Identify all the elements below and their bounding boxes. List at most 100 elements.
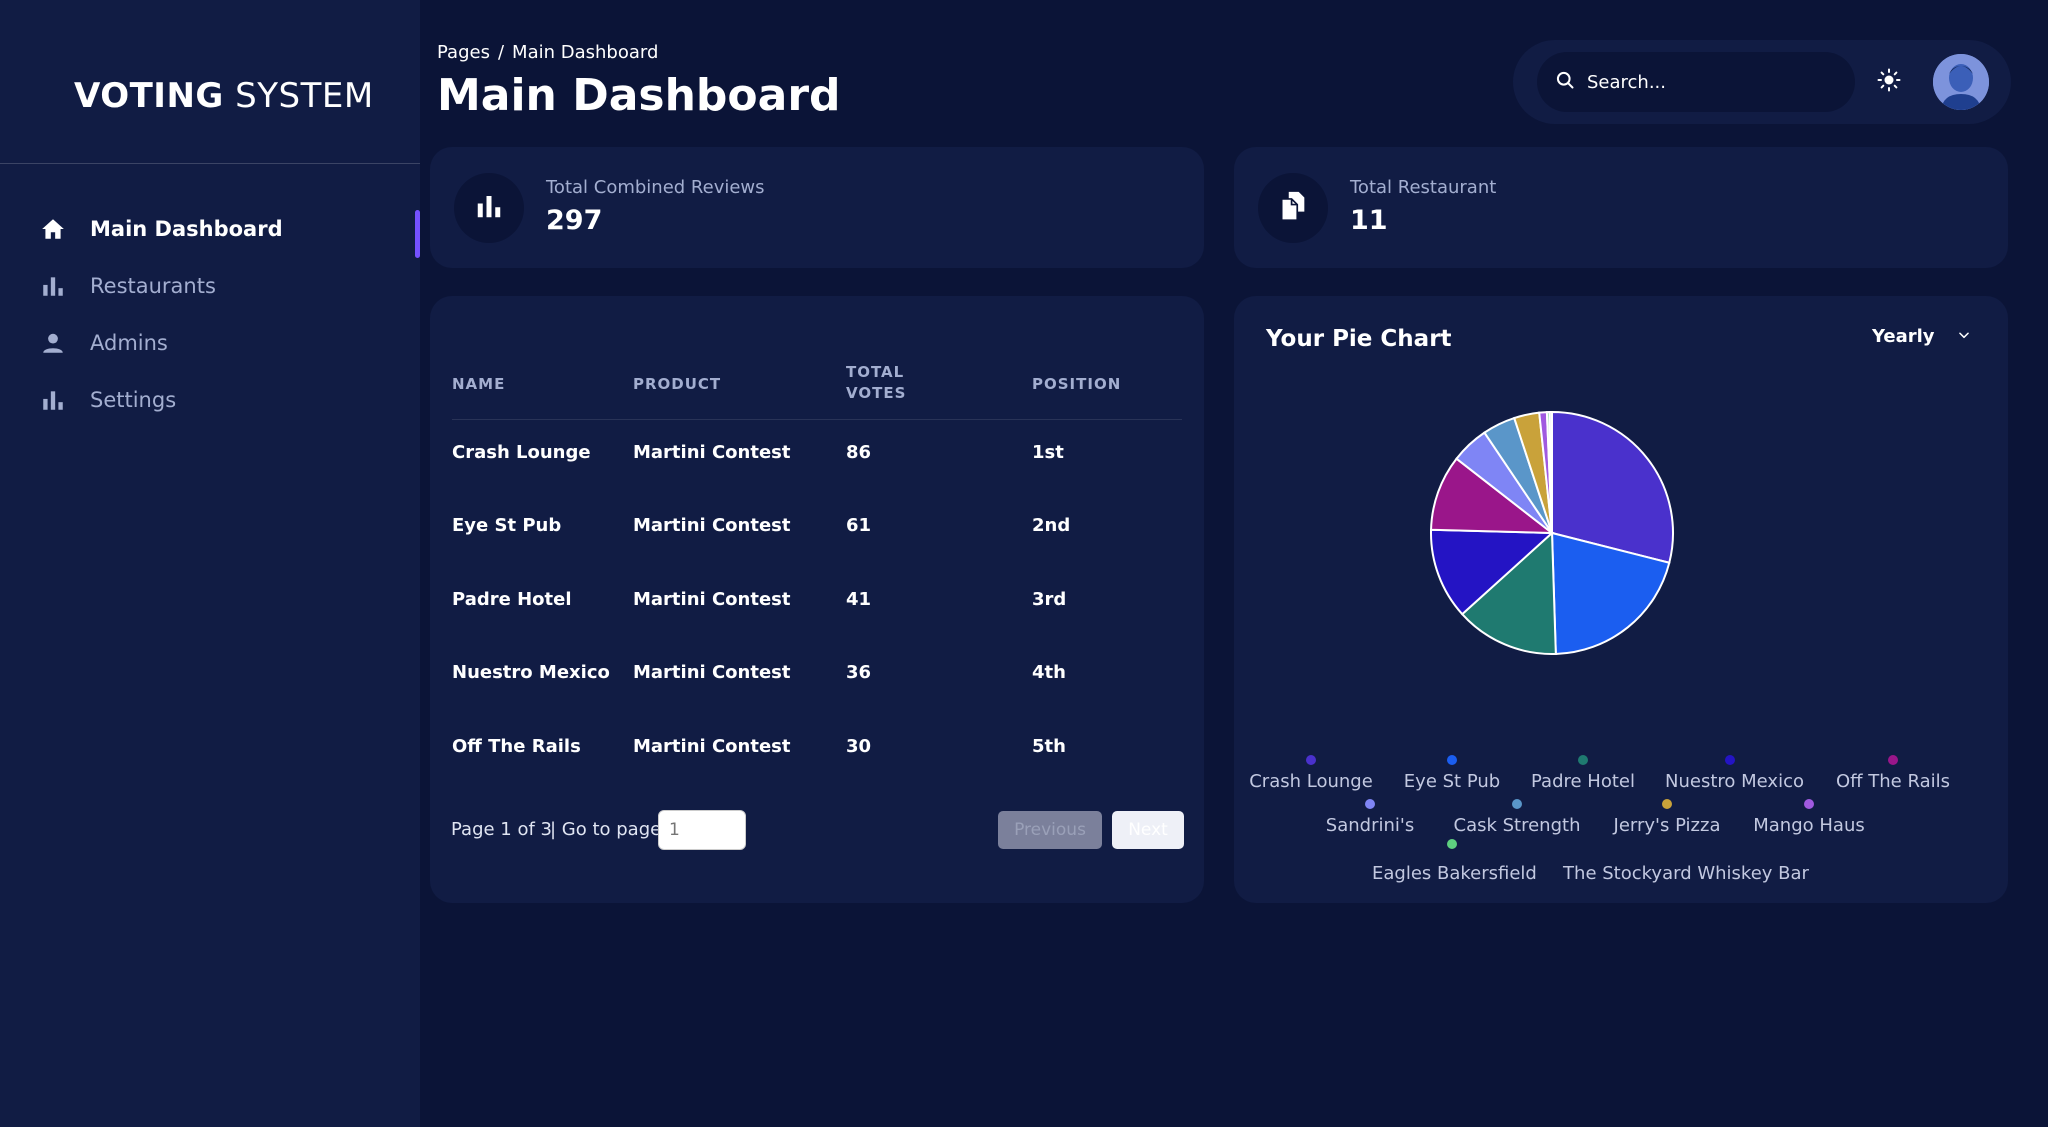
breadcrumb-current[interactable]: Main Dashboard <box>512 42 659 63</box>
legend-item[interactable]: Padre Hotel <box>1528 755 1638 792</box>
legend-label: Mango Haus <box>1753 815 1865 836</box>
stat-icon-circle <box>454 173 524 243</box>
legend-label: Eagles Bakersfield <box>1372 863 1537 884</box>
goto-page-input[interactable] <box>658 810 746 850</box>
legend-label: Crash Lounge <box>1249 771 1373 792</box>
sidebar-nav: Main Dashboard Restaurants Admins Settin… <box>0 200 420 428</box>
legend-label: Cask Strength <box>1453 815 1581 836</box>
pie-slice-eye-st-pub[interactable] <box>1550 531 1671 655</box>
stat-value: 297 <box>546 205 603 236</box>
legend-item[interactable]: Eye St Pub <box>1397 755 1507 792</box>
cell-votes: 61 <box>846 515 872 536</box>
bar-chart-icon <box>40 273 66 299</box>
breadcrumb: Pages / Main Dashboard <box>437 42 658 63</box>
goto-page-label: | Go to page: <box>550 819 668 840</box>
chevron-down-icon <box>1957 326 1971 347</box>
legend-label: Padre Hotel <box>1531 771 1635 792</box>
pie-chart-title: Your Pie Chart <box>1266 326 1452 352</box>
column-header-votes-line2: VOTES <box>846 384 907 402</box>
legend-item[interactable]: Off The Rails <box>1833 755 1953 792</box>
votes-table-card: NAME PRODUCT TOTAL VOTES POSITION Crash … <box>430 296 1204 903</box>
cell-product: Martini Contest <box>633 736 791 757</box>
pie-slice-off-the-rails[interactable] <box>1430 457 1556 535</box>
cell-position: 2nd <box>1032 515 1071 536</box>
column-header-votes[interactable]: TOTAL VOTES <box>846 362 906 404</box>
pie-slice-nuestro-mexico[interactable] <box>1430 528 1555 616</box>
legend-dot <box>1306 755 1316 765</box>
next-page-button[interactable]: Next <box>1112 811 1184 849</box>
legend-item[interactable]: Jerry's Pizza <box>1607 799 1727 836</box>
cell-product: Martini Contest <box>633 515 791 536</box>
cell-votes: 86 <box>846 442 872 463</box>
legend-label: Off The Rails <box>1835 771 1950 792</box>
legend-item[interactable]: Mango Haus <box>1749 799 1869 836</box>
legend-label: Eye St Pub <box>1403 771 1501 792</box>
bar-chart-icon <box>474 191 504 225</box>
page-title: Main Dashboard <box>437 70 841 121</box>
period-dropdown[interactable]: Yearly <box>1872 326 1971 347</box>
cell-position: 4th <box>1032 662 1066 683</box>
sidebar-item-label: Admins <box>90 330 168 355</box>
breadcrumb-root[interactable]: Pages <box>437 42 490 63</box>
cell-position: 3rd <box>1032 589 1067 610</box>
legend-item[interactable]: Cask Strength <box>1447 799 1587 836</box>
sidebar-item-settings[interactable]: Settings <box>0 371 420 428</box>
active-indicator <box>415 210 420 258</box>
legend-dot <box>1447 839 1457 849</box>
legend-label: Jerry's Pizza <box>1613 815 1721 836</box>
legend-dot <box>1662 799 1672 809</box>
sidebar-item-restaurants[interactable]: Restaurants <box>0 257 420 314</box>
legend-item[interactable]: Sandrini's <box>1310 799 1430 836</box>
pie-chart-card: Your Pie Chart Yearly Crash Lounge Eye S… <box>1234 296 2008 903</box>
cell-name: Crash Lounge <box>452 442 591 463</box>
column-header-product[interactable]: PRODUCT <box>633 375 722 393</box>
legend-dot <box>1447 755 1457 765</box>
legend-dot <box>1365 799 1375 809</box>
stat-icon-circle <box>1258 173 1328 243</box>
avatar[interactable] <box>1933 54 1989 110</box>
stat-card-restaurants: Total Restaurant 11 <box>1234 147 2008 268</box>
cell-votes: 30 <box>846 736 872 757</box>
theme-toggle-button[interactable] <box>1871 64 1907 100</box>
cell-product: Martini Contest <box>633 662 791 683</box>
cell-position: 1st <box>1032 442 1064 463</box>
pie-chart <box>1430 410 1674 655</box>
legend-item[interactable]: Nuestro Mexico <box>1665 755 1804 792</box>
previous-page-button[interactable]: Previous <box>998 811 1102 849</box>
legend-item[interactable]: The Stockyard Whiskey Bar <box>1561 863 1811 884</box>
documents-icon <box>1276 189 1310 227</box>
cell-votes: 41 <box>846 589 872 610</box>
brand-logo: VOTING SYSTEM <box>74 76 374 116</box>
legend-label: The Stockyard Whiskey Bar <box>1563 863 1809 884</box>
header-toolbar <box>1513 40 2011 124</box>
breadcrumb-separator: / <box>497 42 505 63</box>
stat-label: Total Restaurant <box>1350 177 1497 198</box>
pie-slice-padre-hotel[interactable] <box>1460 530 1557 655</box>
cell-position: 5th <box>1032 736 1066 757</box>
legend-dot <box>1804 799 1814 809</box>
cell-votes: 36 <box>846 662 872 683</box>
search-icon <box>1555 70 1575 94</box>
legend-item[interactable]: Eagles Bakersfield <box>1372 839 1537 884</box>
column-header-position[interactable]: POSITION <box>1032 375 1122 393</box>
brand-bold: VOTING <box>74 76 224 116</box>
home-icon <box>40 216 66 242</box>
search-input[interactable] <box>1587 71 1827 93</box>
sidebar-item-label: Main Dashboard <box>90 216 283 241</box>
legend-label: Sandrini's <box>1325 815 1415 836</box>
pie-slice-crash-lounge[interactable] <box>1551 410 1674 564</box>
legend-item[interactable]: Crash Lounge <box>1246 755 1376 792</box>
cell-name: Off The Rails <box>452 736 581 757</box>
cell-name: Eye St Pub <box>452 515 562 536</box>
sidebar-item-main-dashboard[interactable]: Main Dashboard <box>0 200 420 258</box>
sidebar-divider <box>0 163 420 164</box>
person-icon <box>40 330 66 356</box>
sidebar-item-admins[interactable]: Admins <box>0 314 420 371</box>
table-header-divider <box>452 419 1182 420</box>
cell-name: Nuestro Mexico <box>452 662 610 683</box>
stat-card-reviews: Total Combined Reviews 297 <box>430 147 1204 268</box>
sidebar-item-label: Settings <box>90 387 177 412</box>
stat-label: Total Combined Reviews <box>546 177 765 198</box>
pie-slice-the-stockyard-whiskey-bar[interactable] <box>1548 410 1553 534</box>
column-header-name[interactable]: NAME <box>452 375 506 393</box>
